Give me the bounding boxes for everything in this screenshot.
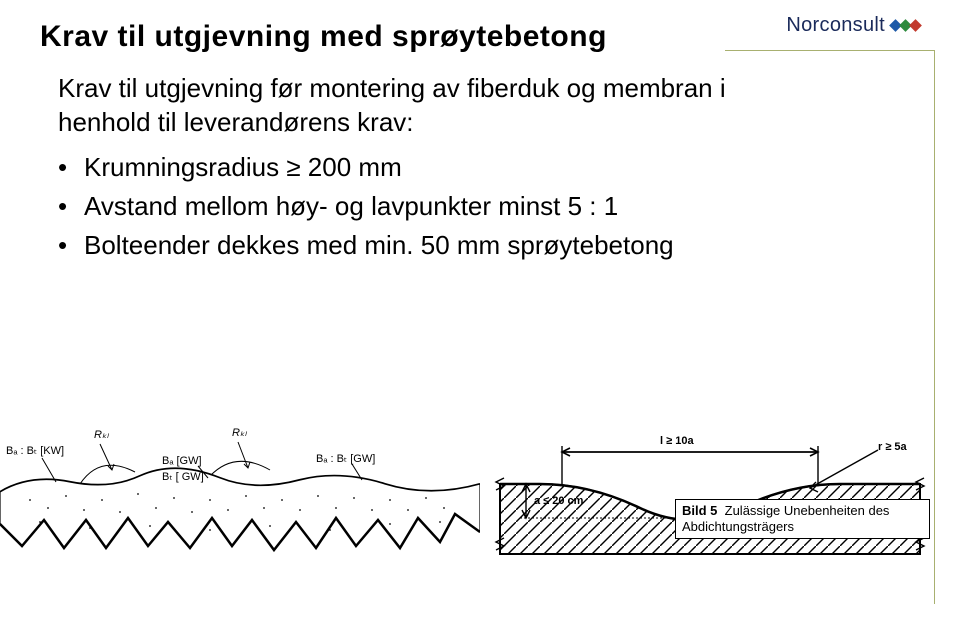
list-item: Bolteender dekkes med min. 50 mm sprøyte… [58, 228, 800, 263]
figure-caption: Bild 5 Zulässige Unebenheiten des Abdich… [675, 499, 930, 539]
svg-text:Bₐ [GW]: Bₐ [GW] [162, 455, 202, 467]
list-item: Krumningsradius ≥ 200 mm [58, 150, 800, 185]
caption-bild: Bild 5 [682, 503, 717, 518]
figure-right: l ≥ 10a r ≥ 5a a ≤ 20 cm Bild 5 Zulässig… [480, 414, 960, 594]
svg-text:Bₐ : Bₜ [KW]: Bₐ : Bₜ [KW] [6, 445, 64, 457]
content-area: Krav til utgjevning før montering av fib… [40, 72, 800, 263]
svg-text:Bₐ : Bₜ [GW]: Bₐ : Bₜ [GW] [316, 453, 375, 465]
svg-text:Bₜ [ GW]: Bₜ [ GW] [162, 471, 204, 483]
svg-text:Rₖₗ: Rₖₗ [232, 427, 248, 439]
svg-text:l ≥ 10a: l ≥ 10a [660, 435, 694, 447]
bullet-list: Krumningsradius ≥ 200 mm Avstand mellom … [58, 150, 800, 263]
intro-text: Krav til utgjevning før montering av fib… [58, 72, 800, 140]
brand-logo: Norconsult [786, 14, 920, 37]
diamond-icon [909, 19, 922, 32]
slide-top-border [725, 50, 935, 51]
svg-text:a ≤ 20 cm: a ≤ 20 cm [534, 495, 584, 507]
figures-row: Bₐ : Bₜ [KW] Rₖₗ Rₖₗ Bₐ [GW] Bₜ [ GW] Bₐ… [0, 394, 960, 594]
rock-profile-diagram: Bₐ : Bₜ [KW] Rₖₗ Rₖₗ Bₐ [GW] Bₜ [ GW] Bₐ… [0, 414, 480, 594]
svg-text:r ≥ 5a: r ≥ 5a [878, 441, 908, 453]
brand-mark-icon [891, 21, 920, 30]
list-item: Avstand mellom høy- og lavpunkter minst … [58, 189, 800, 224]
svg-text:Rₖₗ: Rₖₗ [94, 429, 110, 441]
figure-left: Bₐ : Bₜ [KW] Rₖₗ Rₖₗ Bₐ [GW] Bₜ [ GW] Bₐ… [0, 414, 480, 594]
brand-name: Norconsult [786, 14, 885, 37]
